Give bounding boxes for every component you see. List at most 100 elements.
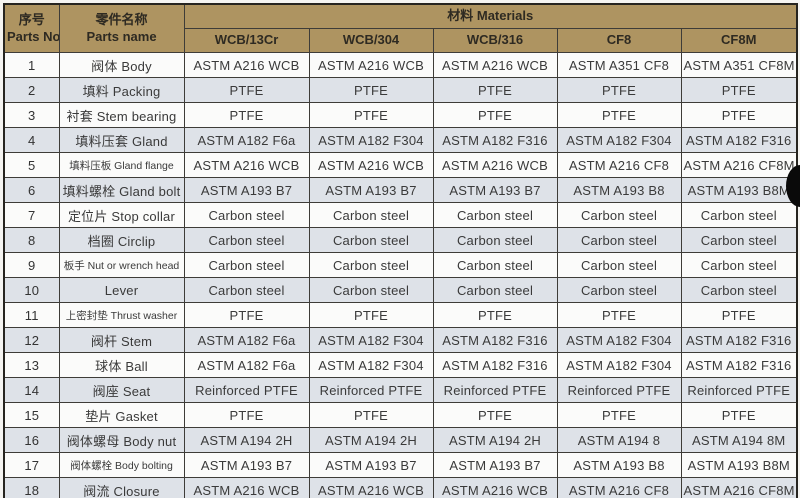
cell-material: Carbon steel xyxy=(308,202,434,228)
cell-material: ASTM A194 2H xyxy=(432,427,558,453)
table-row: 3 衬套 Stem bearing PTFE PTFE PTFE PTFE PTFE xyxy=(3,102,798,128)
cell-part-name: 垫片 Gasket xyxy=(58,402,185,428)
cell-material: ASTM A216 WCB xyxy=(308,477,434,498)
cell-material: Carbon steel xyxy=(556,277,682,303)
cell-material: ASTM A216 CF8 xyxy=(556,477,682,498)
cell-part-no: 18 xyxy=(3,477,60,498)
cell-material: Carbon steel xyxy=(556,202,682,228)
cell-part-no: 17 xyxy=(3,452,60,478)
cell-part-name: 阀流 Closure xyxy=(58,477,185,498)
parts-materials-table: 序号 Parts No. 零件名称 Parts name 材料 Material… xyxy=(3,3,798,498)
table-row: 4 填料压套 Gland ASTM A182 F6a ASTM A182 F304 AS… xyxy=(3,127,798,153)
cell-part-name: 阀体 Body xyxy=(58,52,185,78)
cell-part-name: 板手 Nut or wrench head xyxy=(58,252,185,278)
cell-material: Reinforced PTFE xyxy=(432,377,558,403)
cell-material: PTFE xyxy=(183,77,310,103)
cell-material: ASTM A216 WCB xyxy=(308,152,434,178)
cell-material: Reinforced PTFE xyxy=(556,377,682,403)
cell-material: PTFE xyxy=(183,102,310,128)
cell-material: PTFE xyxy=(432,77,558,103)
table-row: 2 填料 Packing PTFE PTFE PTFE PTFE PTFE xyxy=(3,77,798,103)
cell-material: PTFE xyxy=(556,77,682,103)
cell-material: Reinforced PTFE xyxy=(308,377,434,403)
cell-part-name: 衬套 Stem bearing xyxy=(58,102,185,128)
cell-material: ASTM A182 F304 xyxy=(308,327,434,353)
cell-material: Carbon steel xyxy=(680,252,798,278)
cell-material: PTFE xyxy=(680,302,798,328)
cell-material: Carbon steel xyxy=(183,202,310,228)
cell-material: ASTM A216 WCB xyxy=(432,477,558,498)
cell-part-name: 档圈 Circlip xyxy=(58,227,185,253)
cell-material: ASTM A193 B7 xyxy=(432,452,558,478)
cell-material: ASTM A182 F304 xyxy=(556,127,682,153)
cell-material: ASTM A193 B7 xyxy=(308,177,434,203)
cell-material: ASTM A182 F316 xyxy=(432,327,558,353)
header-parts-name-en: Parts name xyxy=(86,28,157,44)
table-row: 1 阀体 Body ASTM A216 WCB ASTM A216 WCB ASTM A… xyxy=(3,52,798,78)
cell-part-name: 阀体螺母 Body nut xyxy=(58,427,185,453)
cell-part-name: 填料螺栓 Gland bolt xyxy=(58,177,185,203)
table-row: 15 垫片 Gasket PTFE PTFE PTFE PTFE PTFE xyxy=(3,402,798,428)
header-materials-group: 材料 Materials xyxy=(183,3,798,29)
cell-material: Carbon steel xyxy=(308,227,434,253)
cell-material: PTFE xyxy=(680,402,798,428)
cell-material: Carbon steel xyxy=(183,277,310,303)
cell-material: ASTM A216 WCB xyxy=(183,477,310,498)
cell-material: Carbon steel xyxy=(556,227,682,253)
table-row: 7 定位片 Stop collar Carbon steel Carbon steel… xyxy=(3,202,798,228)
cell-material: PTFE xyxy=(183,402,310,428)
table-row: 9 板手 Nut or wrench head Carbon steel Carbon… xyxy=(3,252,798,278)
cell-part-no: 15 xyxy=(3,402,60,428)
cell-material: ASTM A194 2H xyxy=(183,427,310,453)
cell-material: Carbon steel xyxy=(308,252,434,278)
cell-material: PTFE xyxy=(556,302,682,328)
cell-material: Carbon steel xyxy=(183,227,310,253)
table-row: 10 Lever Carbon steel Carbon steel Carbon st… xyxy=(3,277,798,303)
cell-part-name: 阀杆 Stem xyxy=(58,327,185,353)
cell-part-no: 1 xyxy=(3,52,60,78)
cell-material: Carbon steel xyxy=(432,252,558,278)
table-row: 16 阀体螺母 Body nut ASTM A194 2H ASTM A194 2H A… xyxy=(3,427,798,453)
cell-part-no: 13 xyxy=(3,352,60,378)
header-material-col: CF8M xyxy=(680,28,798,53)
cell-material: ASTM A182 F304 xyxy=(556,352,682,378)
cell-part-no: 12 xyxy=(3,327,60,353)
cell-material: ASTM A216 WCB xyxy=(183,52,310,78)
table-row: 17 阀体螺栓 Body bolting ASTM A193 B7 ASTM A193… xyxy=(3,452,798,478)
cell-part-no: 10 xyxy=(3,277,60,303)
cell-material: PTFE xyxy=(183,302,310,328)
cell-material: PTFE xyxy=(432,102,558,128)
cell-part-name: Lever xyxy=(58,277,185,303)
cell-part-no: 2 xyxy=(3,77,60,103)
cell-part-no: 16 xyxy=(3,427,60,453)
cell-material: ASTM A193 B8 xyxy=(556,452,682,478)
cell-part-no: 4 xyxy=(3,127,60,153)
cell-material: ASTM A351 CF8M xyxy=(680,52,798,78)
cell-material: PTFE xyxy=(432,402,558,428)
cell-material: PTFE xyxy=(308,102,434,128)
cell-part-no: 6 xyxy=(3,177,60,203)
header-material-col: CF8 xyxy=(556,28,682,53)
cell-material: ASTM A182 F6a xyxy=(183,327,310,353)
cell-material: ASTM A193 B7 xyxy=(308,452,434,478)
cell-part-name: 球体 Ball xyxy=(58,352,185,378)
cell-material: Carbon steel xyxy=(680,202,798,228)
header-material-col: WCB/304 xyxy=(308,28,434,53)
cell-material: Carbon steel xyxy=(432,227,558,253)
header-parts-name: 零件名称 Parts name xyxy=(58,3,185,53)
cell-material: ASTM A216 WCB xyxy=(183,152,310,178)
cell-material: PTFE xyxy=(308,77,434,103)
cell-material: Carbon steel xyxy=(183,252,310,278)
table-row: 12 阀杆 Stem ASTM A182 F6a ASTM A182 F304 ASTM… xyxy=(3,327,798,353)
cell-material: PTFE xyxy=(556,102,682,128)
cell-material: ASTM A216 CF8M xyxy=(680,477,798,498)
cell-material: ASTM A193 B7 xyxy=(183,452,310,478)
cell-material: Carbon steel xyxy=(432,277,558,303)
header-material-col: WCB/13Cr xyxy=(183,28,310,53)
cell-material: ASTM A182 F316 xyxy=(680,127,798,153)
cell-material: ASTM A193 B7 xyxy=(183,177,310,203)
cell-part-no: 9 xyxy=(3,252,60,278)
cell-material: ASTM A182 F304 xyxy=(308,127,434,153)
cell-part-name: 填料压板 Gland flange xyxy=(58,152,185,178)
